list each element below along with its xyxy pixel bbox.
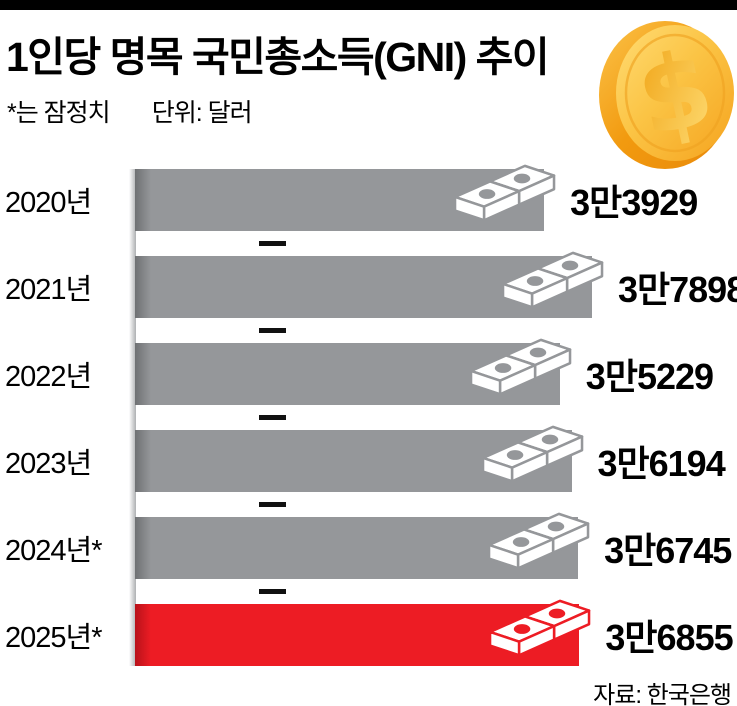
chart-title: 1인당 명목 국민총소득(GNI) 추이 xyxy=(6,34,550,80)
bar xyxy=(135,338,572,421)
year-label: 2022년 xyxy=(5,361,92,394)
value-label: 3만3929 xyxy=(570,182,698,224)
footnote-label: *는 잠정치 xyxy=(7,99,111,128)
bar xyxy=(135,599,591,667)
axis-tick xyxy=(259,502,286,508)
year-label: 2023년 xyxy=(5,448,92,481)
axis-tick xyxy=(259,589,286,595)
chart-row: 2021년 xyxy=(0,251,737,334)
unit-label: 단위: 달러 xyxy=(151,99,253,128)
chart-subtitle: *는 잠정치 단위: 달러 xyxy=(7,93,737,129)
chart-row: 2023년 xyxy=(0,425,737,508)
money-stack-icon xyxy=(469,336,572,402)
bar xyxy=(135,512,590,595)
header: 1인당 명목 국민총소득(GNI) 추이 *는 잠정치 단위: 달러 xyxy=(0,34,737,129)
bar xyxy=(135,425,583,508)
year-label: 2021년 xyxy=(5,274,92,307)
money-stack-icon xyxy=(501,249,604,315)
axis-tick xyxy=(259,415,286,421)
value-label: 3만6855 xyxy=(605,617,733,659)
value-label: 3만6194 xyxy=(597,443,726,485)
money-stack-icon xyxy=(453,162,556,228)
dollar-coin-icon: $ xyxy=(599,20,737,170)
year-label: 2024년* xyxy=(5,535,102,568)
chart-row: 2025년* xyxy=(0,599,737,667)
bar xyxy=(135,251,604,334)
money-stack-icon xyxy=(481,423,584,489)
bar-chart: 2020년 xyxy=(0,164,737,667)
top-accent-bar xyxy=(0,0,737,10)
source-label: 자료: 한국은행 xyxy=(593,682,732,706)
chart-row: 2020년 xyxy=(0,164,737,247)
chart-row: 2022년 xyxy=(0,338,737,421)
value-label: 3만6745 xyxy=(604,530,732,572)
axis-tick xyxy=(259,328,286,334)
chart-row: 2024년* xyxy=(0,512,737,595)
value-label: 3만5229 xyxy=(585,356,714,398)
year-label: 2020년 xyxy=(5,187,92,220)
money-stack-icon xyxy=(489,597,591,663)
bar xyxy=(135,164,556,247)
axis-tick xyxy=(259,241,286,247)
value-label: 3만7898 xyxy=(618,269,737,311)
money-stack-icon xyxy=(487,510,590,576)
year-label: 2025년* xyxy=(5,622,102,655)
